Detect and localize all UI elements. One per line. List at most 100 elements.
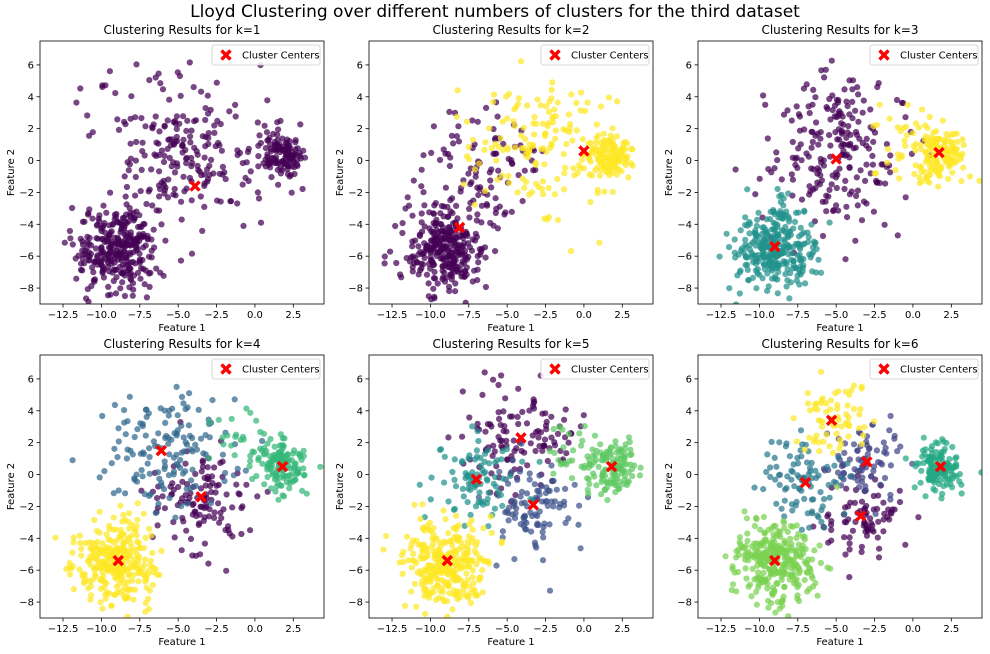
data-point xyxy=(935,183,942,190)
data-point xyxy=(512,492,519,499)
x-tick-label: 0.0 xyxy=(576,310,592,321)
y-tick-label: −6 xyxy=(19,566,34,577)
data-point xyxy=(98,227,105,235)
data-point xyxy=(174,427,181,434)
data-point xyxy=(593,482,600,489)
data-point xyxy=(845,123,852,130)
legend: Cluster Centers xyxy=(540,358,650,380)
data-point xyxy=(152,509,159,516)
data-point xyxy=(133,523,140,530)
data-point xyxy=(127,140,134,147)
data-point xyxy=(462,475,469,482)
data-point xyxy=(243,159,250,166)
data-point xyxy=(178,198,185,205)
y-axis-label: Feature 2 xyxy=(664,463,675,510)
data-point xyxy=(431,268,438,275)
data-point xyxy=(449,606,456,613)
data-point xyxy=(140,244,147,251)
data-point xyxy=(191,118,198,125)
data-point xyxy=(797,245,804,253)
data-point xyxy=(781,513,788,520)
data-point xyxy=(482,428,489,435)
data-point xyxy=(538,186,546,193)
data-point xyxy=(882,180,889,187)
legend: Cluster Centers xyxy=(869,358,979,380)
data-point xyxy=(387,248,394,255)
data-point xyxy=(228,415,235,422)
data-point xyxy=(446,162,453,170)
data-point xyxy=(782,551,789,558)
data-point xyxy=(819,232,827,240)
data-point xyxy=(779,561,786,568)
data-point xyxy=(803,150,810,157)
data-point xyxy=(773,500,780,507)
data-point xyxy=(398,274,405,281)
data-point xyxy=(126,205,133,212)
data-point xyxy=(288,457,296,464)
x-tick-label: −12.5 xyxy=(377,310,408,321)
data-point xyxy=(603,163,610,170)
data-point xyxy=(568,475,576,482)
data-point xyxy=(579,437,586,444)
data-point xyxy=(818,400,825,407)
data-point xyxy=(451,456,458,463)
plot-area: Clustering Results for k=6−12.5 −10.0 −7.5… xyxy=(664,337,983,648)
data-point xyxy=(145,606,152,613)
data-point xyxy=(570,165,577,172)
data-point xyxy=(172,514,179,521)
data-point xyxy=(481,369,488,376)
data-point xyxy=(418,260,425,267)
data-point xyxy=(729,563,736,570)
data-point xyxy=(117,220,124,227)
data-point xyxy=(920,459,927,466)
data-point xyxy=(253,417,260,424)
data-point xyxy=(222,469,229,477)
data-point xyxy=(812,467,819,474)
y-tick-label: 4 xyxy=(357,406,363,417)
data-point xyxy=(785,613,792,618)
data-point xyxy=(469,236,476,243)
data-point xyxy=(288,189,295,196)
data-point xyxy=(484,447,491,454)
data-point xyxy=(926,113,933,121)
data-point xyxy=(447,197,454,204)
data-point xyxy=(468,247,476,254)
data-point xyxy=(810,238,818,245)
data-point xyxy=(199,457,206,464)
data-point xyxy=(773,149,780,156)
data-point xyxy=(498,443,505,450)
data-point xyxy=(846,540,853,547)
data-point xyxy=(543,497,550,505)
data-point xyxy=(121,407,128,414)
data-point xyxy=(828,57,835,64)
data-point xyxy=(543,148,550,155)
data-point xyxy=(489,98,497,106)
data-point xyxy=(214,117,221,124)
data-point xyxy=(517,493,524,500)
data-point xyxy=(550,477,557,484)
data-point xyxy=(861,487,868,494)
data-point xyxy=(960,164,967,171)
data-point xyxy=(154,522,161,529)
data-point xyxy=(131,433,138,441)
data-point xyxy=(459,458,466,465)
data-point xyxy=(854,202,861,209)
data-point xyxy=(114,116,121,123)
data-point xyxy=(809,510,816,517)
data-point xyxy=(411,580,419,587)
data-point xyxy=(299,185,306,193)
data-point xyxy=(836,445,843,452)
data-point xyxy=(774,546,781,553)
data-point xyxy=(896,175,903,182)
data-point xyxy=(281,435,288,442)
data-point xyxy=(591,432,599,439)
data-point xyxy=(505,517,512,524)
data-point xyxy=(874,179,881,186)
y-tick-label: −6 xyxy=(677,252,692,263)
data-point xyxy=(421,223,428,230)
x-tick-label: −10.0 xyxy=(744,624,775,635)
data-point xyxy=(848,472,855,480)
data-point xyxy=(933,159,940,166)
data-point xyxy=(439,263,446,270)
y-tick-label: 6 xyxy=(686,60,692,71)
